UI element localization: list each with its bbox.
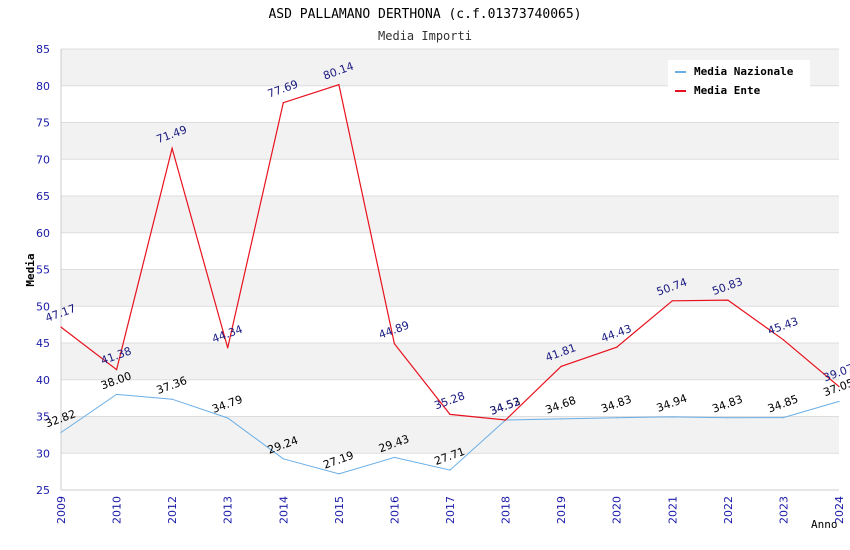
data-point [671, 416, 673, 418]
y-tick-label: 45 [36, 337, 50, 350]
data-point [671, 300, 673, 302]
x-tick-label: 2012 [166, 496, 179, 524]
y-axis-ticks: 25 30 35 40 45 50 55 60 65 70 75 80 85 [36, 43, 50, 497]
data-point [282, 102, 284, 104]
data-point [449, 413, 451, 416]
y-axis-label: Media [24, 253, 37, 286]
plot-background [61, 49, 839, 490]
y-tick-label: 40 [36, 374, 50, 387]
data-point [838, 385, 840, 388]
x-axis-ticks: 2009 2010 2012 2013 2014 2015 2016 2017 2018 2019… [55, 496, 846, 524]
data-point [782, 339, 785, 341]
chart-title: ASD PALLAMANO DERTHONA (c.f.01373740065) [268, 7, 581, 22]
axes [60, 49, 839, 491]
chart-subtitle: Media Importi [378, 29, 472, 43]
x-tick-label: 2023 [777, 496, 790, 524]
data-point [227, 347, 229, 349]
y-tick-label: 75 [36, 117, 50, 130]
data-point [616, 346, 618, 348]
data-point [60, 431, 62, 434]
y-tick-label: 35 [36, 411, 50, 424]
x-axis-label: Anno [811, 518, 838, 531]
x-tick-label: 2009 [55, 496, 68, 524]
data-point [338, 473, 340, 475]
x-tick-label: 2017 [444, 496, 457, 524]
data-point [338, 84, 340, 86]
x-tick-label: 2013 [222, 496, 235, 524]
plot-band [61, 122, 839, 160]
series-layer [60, 83, 840, 475]
legend-label-media-ente: Media Ente [694, 84, 761, 97]
data-point [449, 469, 451, 471]
x-tick-label: 2024 [833, 496, 846, 524]
data-point [560, 365, 562, 368]
data-point [782, 417, 785, 419]
y-tick-label: 85 [36, 43, 50, 56]
plot-band [61, 416, 839, 454]
plot-band [61, 343, 839, 380]
plot-band [61, 306, 839, 343]
data-point [115, 393, 118, 396]
data-point [171, 147, 173, 149]
legend-label-media-nazionale: Media Nazionale [694, 65, 794, 78]
data-point [282, 458, 284, 460]
legend-box [668, 60, 810, 102]
data-point [393, 456, 396, 459]
x-tick-label: 2014 [277, 496, 290, 524]
y-tick-label: 55 [36, 264, 50, 277]
x-tick-label: 2019 [555, 496, 568, 524]
y-tick-label: 50 [36, 300, 50, 313]
y-tick-label: 30 [36, 447, 50, 460]
plot-band [61, 159, 839, 196]
x-tick-label: 2016 [388, 496, 401, 524]
data-point [393, 343, 396, 345]
data-point [560, 418, 562, 420]
y-tick-label: 80 [36, 80, 50, 93]
data-point [616, 417, 618, 419]
y-tick-label: 25 [36, 484, 50, 497]
x-tick-label: 2021 [666, 496, 679, 524]
y-tick-label: 70 [36, 153, 50, 166]
x-tick-label: 2022 [722, 496, 735, 524]
legend: Media Nazionale Media Ente [668, 60, 810, 102]
plot-band [61, 379, 839, 417]
plot-band [61, 232, 839, 270]
plot-band [61, 453, 839, 490]
data-point [727, 417, 729, 419]
y-tick-label: 65 [36, 190, 50, 203]
data-point [727, 299, 729, 301]
plot-band [61, 196, 839, 233]
data-point [227, 417, 229, 419]
data-point [504, 419, 507, 421]
data-point [838, 400, 840, 403]
data-point [171, 398, 173, 400]
x-tick-label: 2018 [500, 496, 513, 524]
y-tick-label: 60 [36, 227, 50, 240]
x-tick-label: 2010 [111, 496, 124, 524]
x-tick-label: 2015 [333, 496, 346, 524]
data-point [60, 326, 62, 328]
data-point [115, 369, 118, 371]
x-tick-label: 2020 [611, 496, 624, 524]
